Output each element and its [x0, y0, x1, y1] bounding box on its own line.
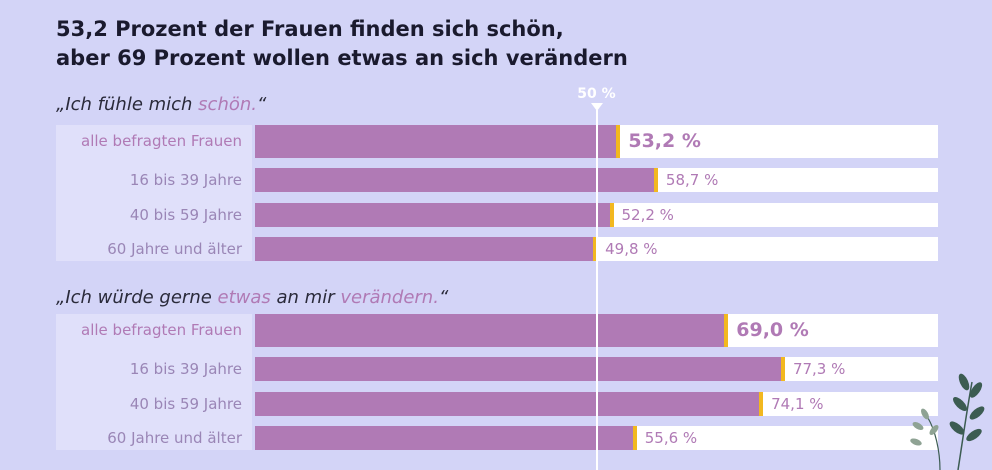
group-2-heading-part: an mir	[270, 287, 341, 308]
bar-row: 16 bis 39 Jahre 58,7 %	[0, 168, 938, 192]
bar	[255, 426, 635, 450]
group-1-heading-part: “	[257, 94, 267, 115]
group-2-heading-part: “	[438, 287, 449, 308]
value-label: 69,0 %	[736, 319, 809, 341]
reference-label: 50 %	[577, 86, 616, 102]
bar	[255, 203, 612, 227]
group-2-label-column	[56, 314, 252, 450]
category-label: 16 bis 39 Jahre	[129, 171, 242, 189]
group-1-label-column	[56, 125, 252, 261]
group-2-heading: „Ich würde gerne etwas an mir verändern.…	[56, 287, 448, 308]
bar-tip-marker	[632, 426, 637, 450]
bar-row: 40 bis 59 Jahre 74,1 %	[0, 392, 938, 416]
bar	[255, 314, 727, 347]
bar-row: 60 Jahre und älter 55,6 %	[0, 426, 938, 450]
value-label: 55,6 %	[644, 429, 698, 447]
bar-tip-marker	[653, 168, 658, 192]
bar-tip-marker	[724, 314, 729, 347]
category-label: alle befragten Frauen	[81, 132, 242, 150]
bar-row: alle befragten Frauen 53,2 %	[0, 125, 938, 158]
category-label: alle befragten Frauen	[81, 321, 242, 339]
category-label: 40 bis 59 Jahre	[129, 395, 242, 413]
bar-track: 58,7 %	[255, 168, 938, 192]
bar-tip-marker	[780, 357, 785, 381]
category-label: 16 bis 39 Jahre	[129, 360, 242, 378]
value-label: 53,2 %	[628, 130, 701, 152]
bar-tip-marker	[609, 203, 614, 227]
chart-title-line-2: aber 69 Prozent wollen etwas an sich ver…	[56, 46, 628, 70]
group-1-heading-part: „Ich fühle mich	[56, 94, 199, 115]
category-label: 60 Jahre und älter	[107, 429, 242, 447]
value-label: 52,2 %	[621, 206, 674, 224]
bar	[255, 392, 762, 416]
group-1-heading-part: schön.	[198, 94, 257, 115]
value-label: 58,7 %	[665, 171, 719, 189]
bar-tip-marker	[616, 125, 621, 158]
bar-tip-marker	[593, 237, 598, 261]
category-label: 60 Jahre und älter	[107, 240, 242, 258]
bar-row: 16 bis 39 Jahre 77,3 %	[0, 357, 938, 381]
group-2-heading-part: etwas	[217, 287, 271, 308]
category-label: 40 bis 59 Jahre	[129, 206, 242, 224]
reference-marker-arrow	[590, 103, 603, 111]
reference-line-50	[595, 110, 598, 470]
bar-row: alle befragten Frauen 69,0 %	[0, 314, 938, 347]
chart-title-line-1: 53,2 Prozent der Frauen finden sich schö…	[56, 17, 564, 41]
bar	[255, 237, 596, 261]
value-label: 49,8 %	[605, 240, 658, 258]
group-2-heading-part: „Ich würde gerne	[56, 287, 218, 308]
group-1-heading: „Ich fühle mich schön.“	[56, 94, 266, 115]
value-label: 77,3 %	[792, 360, 846, 378]
bar-row: 60 Jahre und älter 49,8 %	[0, 237, 938, 261]
bar-row: 40 bis 59 Jahre 52,2 %	[0, 203, 938, 227]
value-label: 74,1 %	[771, 395, 824, 413]
bar	[255, 357, 783, 381]
bar-tip-marker	[759, 392, 764, 416]
chart-title: 53,2 Prozent der Frauen finden sich schö…	[56, 15, 876, 73]
leaf-decoration-icon	[910, 373, 985, 470]
bar	[255, 168, 656, 192]
bar	[255, 125, 619, 158]
group-2-heading-part: verändern.	[340, 287, 439, 308]
